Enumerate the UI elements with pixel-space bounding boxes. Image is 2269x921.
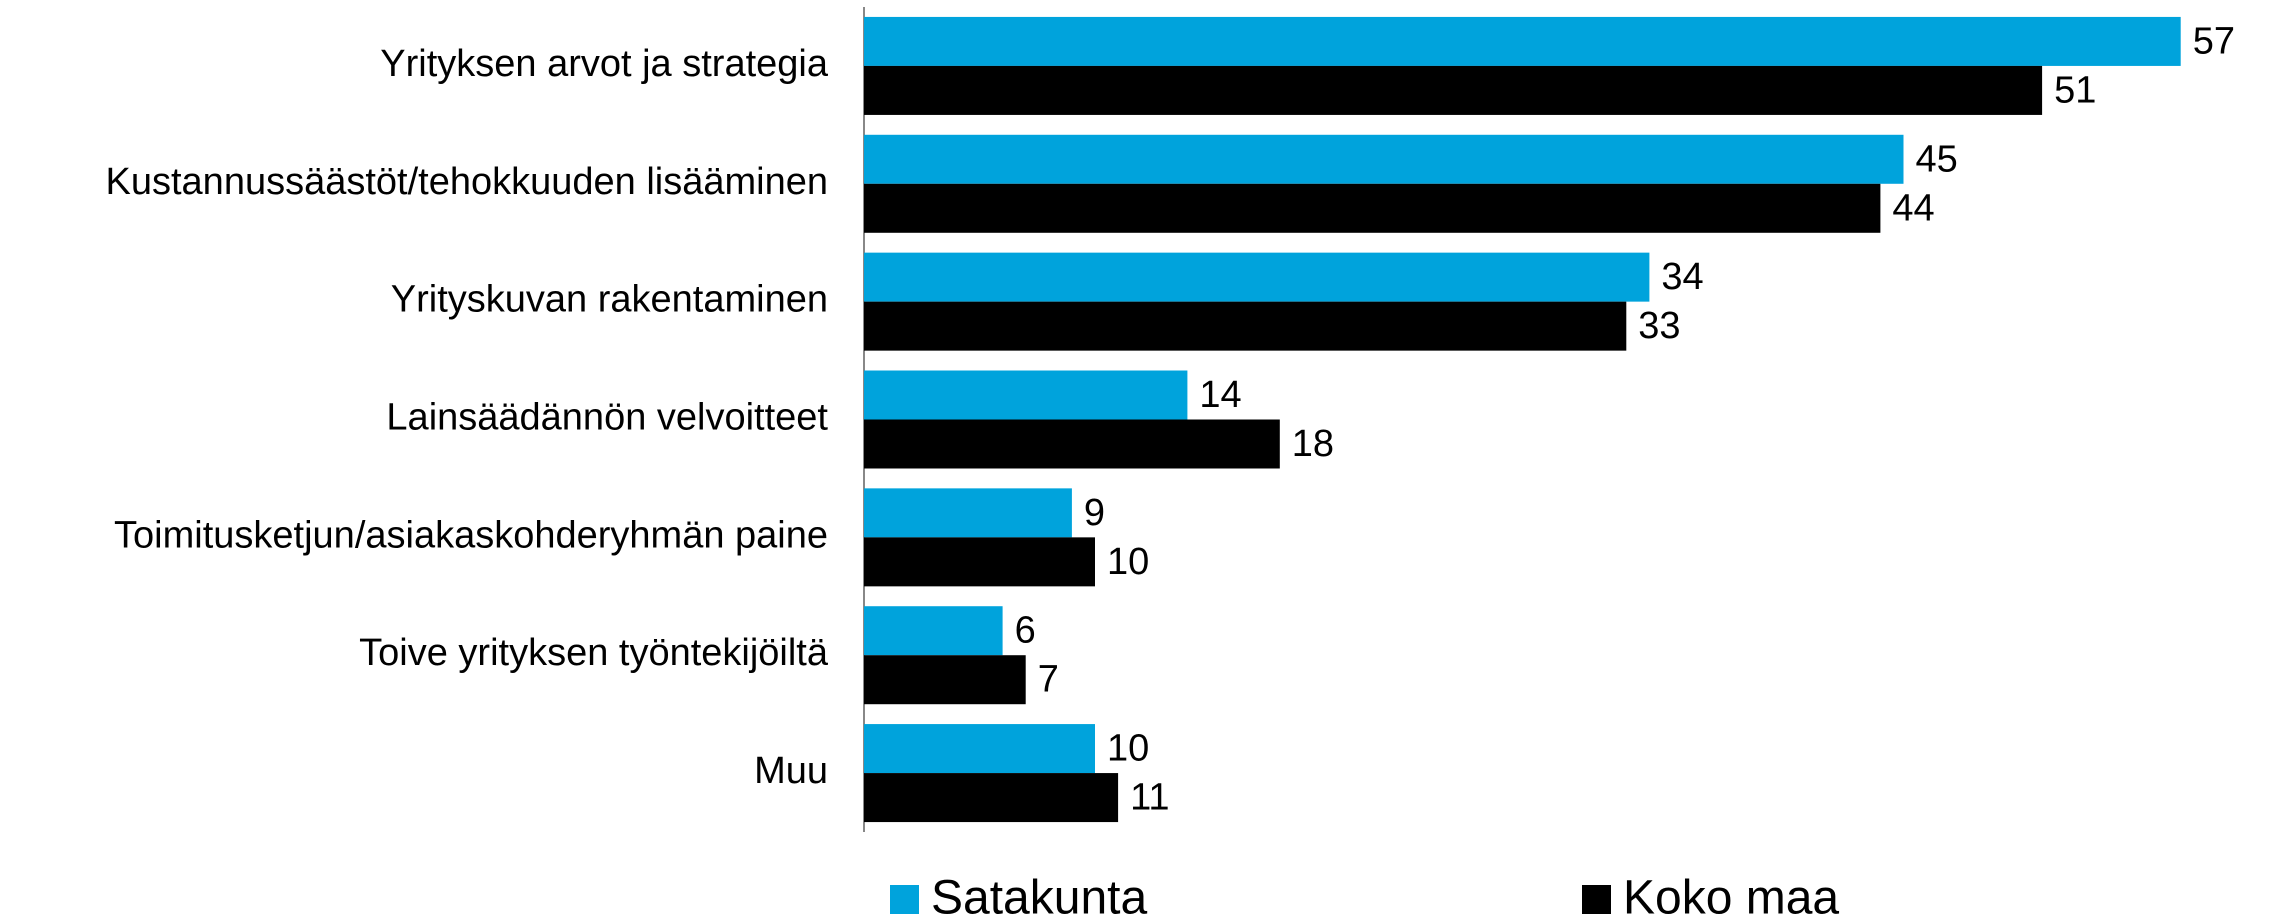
category-label: Toive yrityksen työntekijöiltä <box>359 632 829 674</box>
category-label: Muu <box>754 750 828 792</box>
value-label: 34 <box>1661 256 1703 298</box>
category-label: Kustannussäästöt/tehokkuuden lisääminen <box>106 161 828 203</box>
bar <box>864 773 1119 823</box>
value-label: 14 <box>1199 374 1241 416</box>
value-label: 9 <box>1084 492 1105 534</box>
bar <box>864 419 1280 469</box>
value-label: 10 <box>1107 541 1149 583</box>
value-label: 11 <box>1130 777 1169 819</box>
value-label: 10 <box>1107 728 1149 770</box>
legend-swatch <box>890 885 919 914</box>
bar <box>864 65 2043 115</box>
value-label: 6 <box>1015 610 1036 652</box>
category-label: Yrityskuvan rakentaminen <box>391 279 828 321</box>
bar <box>864 183 1881 233</box>
legend-label: Koko maa <box>1623 872 1839 921</box>
bar <box>864 724 1095 774</box>
bar <box>864 301 1627 351</box>
legend-swatch <box>1582 885 1611 914</box>
bar <box>864 370 1188 420</box>
bar <box>864 134 1904 184</box>
category-label: Lainsäädännön velvoitteet <box>386 397 828 439</box>
value-label: 44 <box>1892 187 1934 229</box>
legend-label: Satakunta <box>931 872 1147 921</box>
bar <box>864 252 1650 302</box>
bar <box>864 16 2181 66</box>
value-label: 51 <box>2054 69 2096 111</box>
category-label: Yrityksen arvot ja strategia <box>380 43 829 85</box>
value-label: 45 <box>1916 138 1958 180</box>
value-label: 33 <box>1638 305 1680 347</box>
bar <box>864 655 1026 705</box>
category-label: Toimitusketjun/asiakaskohderyhmän paine <box>114 514 828 556</box>
value-label: 18 <box>1292 423 1334 465</box>
bar <box>864 537 1095 587</box>
value-label: 7 <box>1038 659 1059 701</box>
value-label: 57 <box>2193 20 2235 62</box>
bar <box>864 488 1072 538</box>
bar <box>864 606 1003 656</box>
